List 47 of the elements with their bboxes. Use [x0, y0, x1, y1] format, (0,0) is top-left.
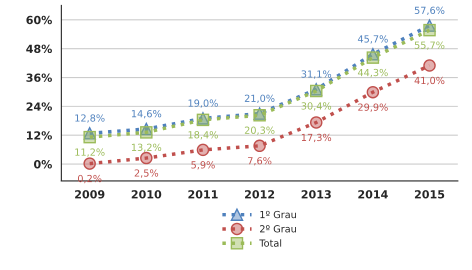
point — [253, 140, 266, 152]
data-label: 13,2% — [132, 144, 162, 152]
point — [140, 152, 153, 164]
legend-label: 2º Grau — [260, 225, 296, 233]
point — [83, 130, 96, 144]
point — [366, 51, 380, 64]
point — [423, 24, 436, 36]
x-tick-label: 2012 — [245, 190, 274, 199]
legend-label: 1º Grau — [260, 210, 296, 218]
y-tick-label: 48% — [26, 44, 52, 54]
y-tick-label: 0% — [34, 160, 52, 168]
data-label: 44,3% — [358, 68, 388, 78]
data-label: 20,3% — [244, 126, 275, 135]
data-label: 5,9% — [191, 161, 215, 170]
y-tick-label: 24% — [26, 102, 52, 111]
data-label: 30,4% — [302, 102, 332, 111]
data-label: 55,7% — [414, 41, 444, 50]
legend-label: Total — [259, 239, 282, 247]
data-label: 31,1% — [302, 70, 332, 79]
data-label: 19,0% — [188, 99, 218, 108]
y-tick-label: 36% — [26, 74, 52, 82]
x-tick-label: 2009 — [75, 190, 104, 199]
x-tick-label: 2011 — [188, 190, 218, 199]
y-tick-label: 60% — [26, 16, 52, 24]
data-label: 21,0% — [244, 94, 275, 103]
x-tick-label: 2010 — [132, 190, 162, 199]
data-label: 57,6% — [414, 6, 444, 15]
x-tick-label: 2013 — [302, 190, 331, 199]
point — [140, 126, 153, 139]
point — [310, 116, 322, 129]
point — [423, 59, 436, 72]
x-tick-label: 2015 — [414, 190, 444, 199]
data-label: 7,6% — [248, 157, 272, 166]
data-label: 41,0% — [414, 76, 444, 86]
y-tick-label: 12% — [26, 131, 52, 140]
point — [366, 86, 380, 98]
data-label: 18,4% — [188, 131, 218, 140]
point — [83, 157, 96, 170]
data-label: 17,3% — [302, 134, 332, 142]
data-label: 29,9% — [358, 103, 388, 112]
point — [196, 144, 210, 156]
data-label: 11,2% — [75, 148, 105, 157]
data-label: 45,7% — [358, 35, 388, 44]
data-label: 14,6% — [132, 110, 162, 118]
data-label: 2,5% — [134, 169, 158, 178]
data-label: 12,8% — [75, 114, 105, 123]
x-tick-label: 2014 — [358, 190, 388, 199]
